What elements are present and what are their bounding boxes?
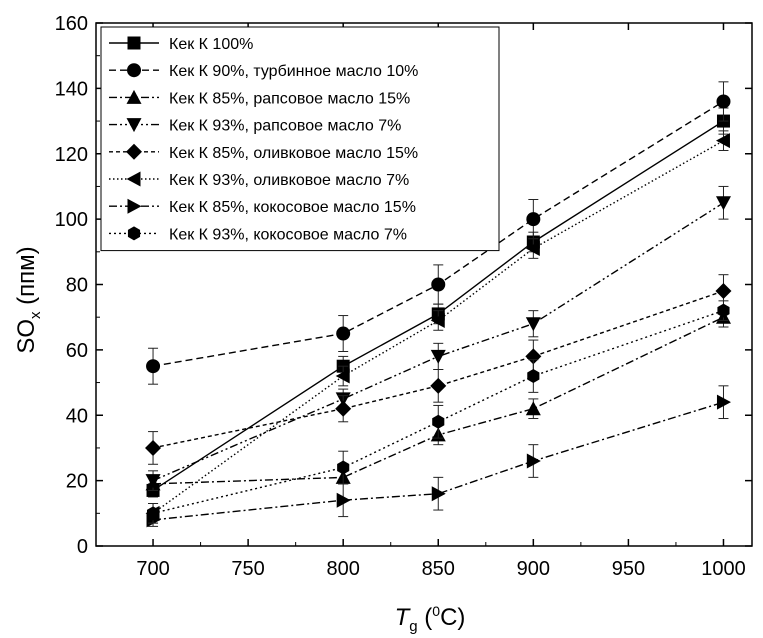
data-point <box>430 377 447 394</box>
y-tick-label: 100 <box>55 209 88 231</box>
data-point <box>145 474 161 489</box>
legend-marker <box>127 226 141 241</box>
y-tick-label: 40 <box>66 405 88 427</box>
legend-marker <box>127 36 141 50</box>
data-point <box>431 486 446 502</box>
data-point <box>145 439 162 456</box>
y-axis: 0 20 40 60 80 100 120 140 160 <box>55 13 752 558</box>
x-tick-label: 850 <box>422 558 455 580</box>
series-8 <box>146 300 730 524</box>
x-axis-title: Tg (0C) <box>395 603 466 635</box>
legend-item: Кек К 93%, оливковое масло 7% <box>109 171 409 189</box>
data-point <box>715 283 732 300</box>
data-point <box>432 414 445 429</box>
data-point <box>525 401 541 416</box>
legend-label: Кек К 100% <box>169 36 253 53</box>
x-tick-label: 750 <box>231 558 264 580</box>
legend-label: Кек К 90%, турбинное масло 10% <box>169 63 418 80</box>
data-point <box>430 312 445 328</box>
legend-label: Кек К 93%, рапсовое масло 7% <box>169 118 401 135</box>
legend-item: Кек К 93%, рапсовое масло 7% <box>109 118 401 135</box>
legend-item: Кек К 85%, кокосовое масло 15% <box>109 198 416 216</box>
x-tick-label: 1000 <box>701 558 746 580</box>
data-point <box>526 453 541 469</box>
data-point <box>525 317 541 332</box>
data-point <box>431 277 446 292</box>
data-point <box>335 400 352 417</box>
legend-label: Кек К 93%, кокосовое масло 7% <box>169 226 407 243</box>
data-point <box>525 348 542 365</box>
data-point <box>336 326 351 341</box>
data-point <box>430 349 446 364</box>
data-point <box>715 133 730 149</box>
data-point <box>526 212 541 227</box>
data-point <box>716 394 731 410</box>
data-point <box>336 492 351 508</box>
series-line <box>152 401 724 521</box>
legend-box <box>100 26 500 252</box>
legend-label: Кек К 85%, оливковое масло 15% <box>169 145 418 162</box>
data-point <box>337 460 350 475</box>
legend-marker <box>126 171 141 187</box>
legend-marker <box>127 63 141 78</box>
y-tick-label: 120 <box>55 144 88 166</box>
data-point <box>527 369 540 384</box>
y-axis-title: SOx (ппм) <box>13 246 44 353</box>
legend-item: Кек К 85%, оливковое масло 15% <box>109 143 418 162</box>
legend-item: Кек К 85%, рапсовое масло 15% <box>109 89 410 107</box>
y-tick-label: 20 <box>66 471 88 493</box>
legend-item: Кек К 100% <box>109 36 253 53</box>
x-tick-label: 950 <box>612 558 645 580</box>
data-point <box>525 241 540 257</box>
legend-marker <box>126 118 142 133</box>
legend-marker <box>126 89 142 104</box>
data-point <box>717 303 730 318</box>
legend-marker <box>127 198 142 214</box>
y-tick-label: 140 <box>55 78 88 100</box>
series-layer <box>145 81 732 528</box>
x-tick-label: 900 <box>517 558 550 580</box>
y-tick-label: 0 <box>77 536 88 558</box>
data-point <box>715 196 731 211</box>
legend-label: Кек К 85%, кокосовое масло 15% <box>169 199 416 216</box>
x-tick-label: 800 <box>327 558 360 580</box>
data-point <box>146 359 161 374</box>
series-2 <box>146 81 731 385</box>
data-point <box>716 94 731 109</box>
legend-label: Кек К 85%, рапсовое масло 15% <box>169 90 410 107</box>
legend: Кек К 100% Кек К 90%, турбинное масло 10%… <box>100 26 500 252</box>
legend-item: Кек К 90%, турбинное масло 10% <box>109 63 418 80</box>
y-tick-label: 160 <box>55 13 88 35</box>
x-tick-label: 700 <box>136 558 169 580</box>
legend-marker <box>126 143 142 160</box>
data-point <box>146 506 160 521</box>
y-tick-label: 60 <box>66 340 88 362</box>
legend-label: Кек К 93%, оливковое масло 7% <box>169 172 409 189</box>
legend-item: Кек К 93%, кокосовое масло 7% <box>109 226 407 243</box>
data-point <box>335 368 350 384</box>
y-tick-label: 80 <box>66 275 88 297</box>
